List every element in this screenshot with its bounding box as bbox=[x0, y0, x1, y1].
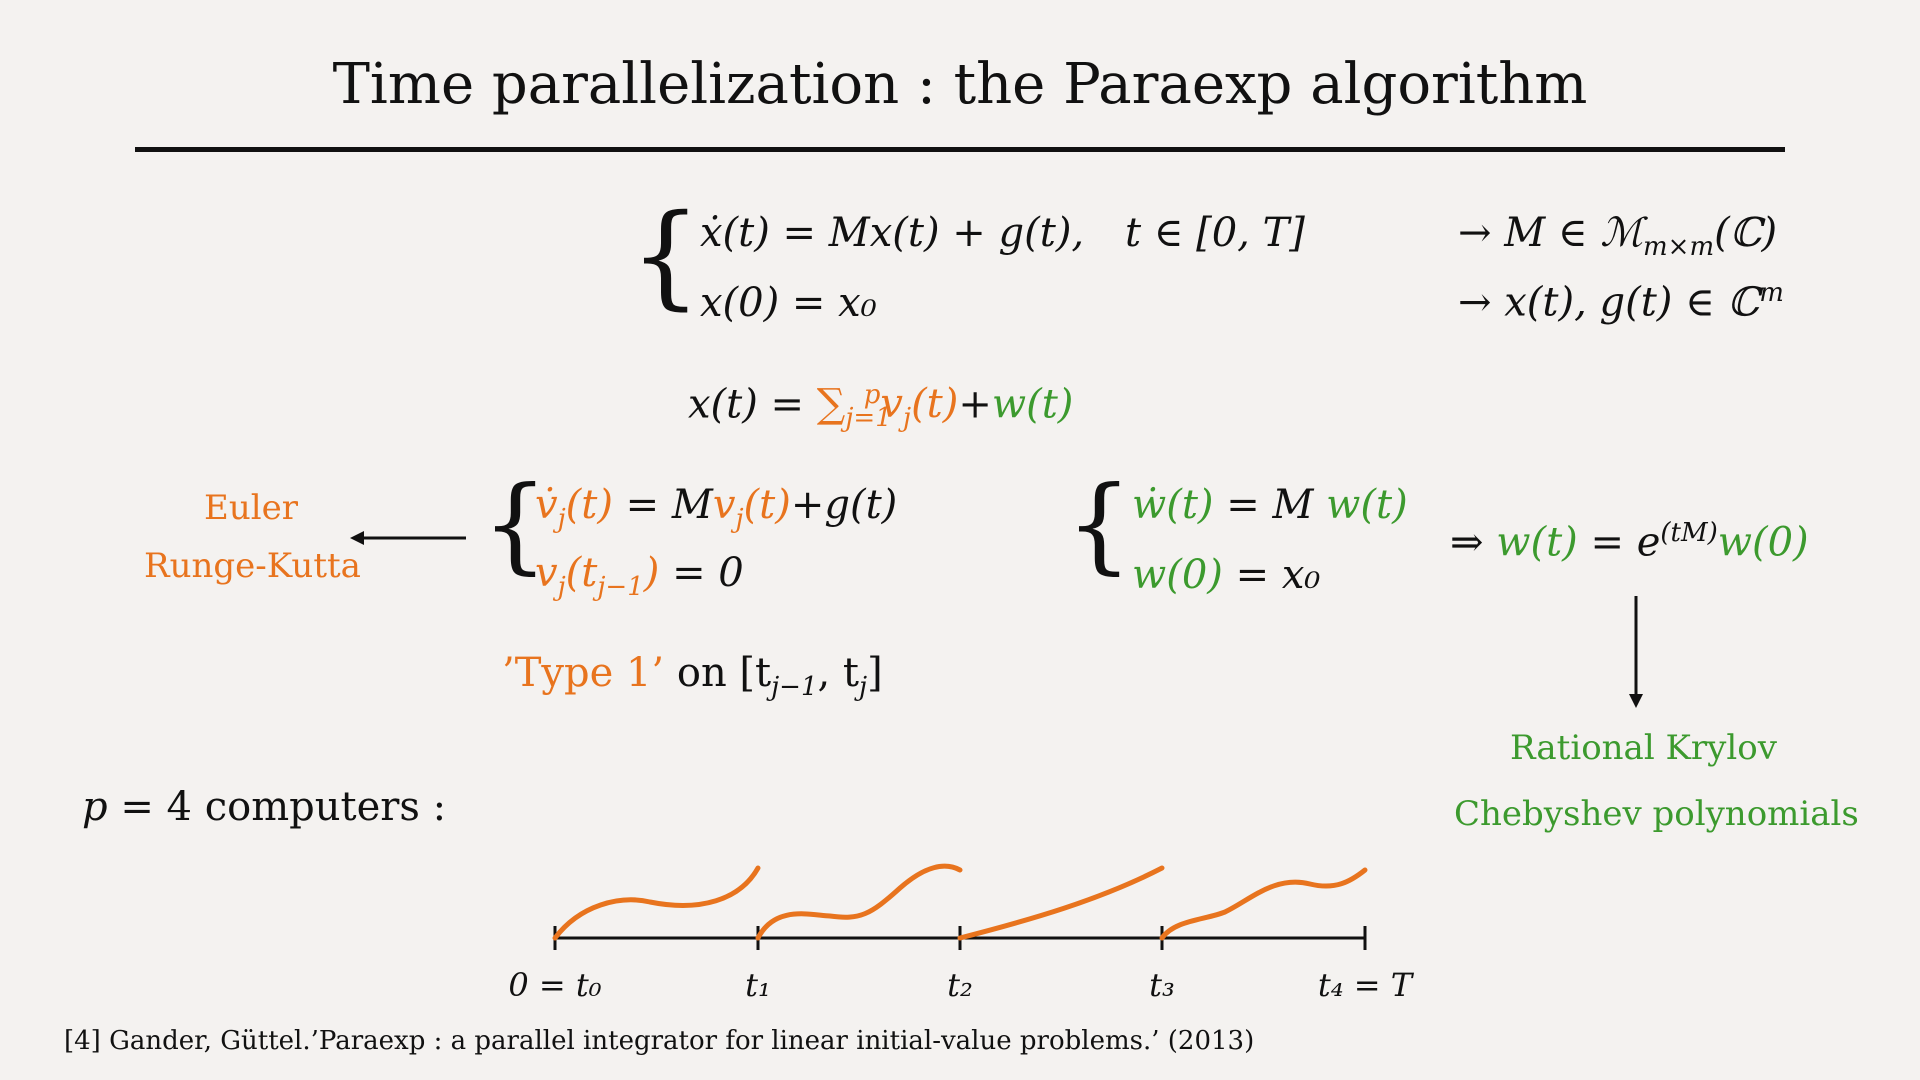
system-brace: { bbox=[630, 191, 702, 321]
type1-label: ’Type 1’ on [tj−1, tj] bbox=[502, 650, 883, 702]
system-line2: x(0) = x₀ bbox=[700, 280, 877, 326]
timeline-diagram: 0 = t₀ t₁ t₂ t₃ t₄ = T bbox=[508, 863, 1415, 1004]
type1-line1: v̇j(t) = Mvj(t)+g(t) bbox=[535, 482, 898, 534]
note-matrix: → M ∈ ℳm×m(ℂ) bbox=[1458, 210, 1778, 262]
system-line1: ẋ(t) = Mx(t) + g(t), bbox=[700, 210, 1085, 256]
segment-curve-3 bbox=[957, 865, 1165, 941]
type2-line1: ẇ(t) = M w(t) bbox=[1132, 482, 1408, 528]
type2-line2: w(0) = x₀ bbox=[1132, 552, 1321, 598]
timeline-tick-label: t₄ = T bbox=[1318, 966, 1415, 1004]
system-domain: t ∈ [0, T] bbox=[1125, 210, 1305, 256]
decomposition-w: w(t) bbox=[991, 381, 1074, 428]
segment-curve-2 bbox=[755, 863, 963, 941]
decomposition-equation: x(t) = ∑j=1pvj(t)+w(t) bbox=[688, 380, 1074, 434]
reference-citation: [4] Gander, Güttel.’Paraexp : a parallel… bbox=[64, 1026, 1255, 1056]
type2-brace: { bbox=[1066, 463, 1133, 585]
method-runge-kutta: Runge-Kutta bbox=[144, 546, 361, 586]
solution-formula: ⇒ w(t) = e(tM)w(0) bbox=[1450, 518, 1809, 566]
type1-brace: { bbox=[482, 463, 549, 585]
method-chebyshev: Chebyshev polynomials bbox=[1454, 794, 1859, 834]
segment-curve-1 bbox=[552, 865, 761, 941]
note-vectors: → x(t), g(t) ∈ ℂm bbox=[1458, 278, 1784, 326]
decomposition-sum: ∑j=1pvj(t) bbox=[816, 380, 959, 434]
method-euler: Euler bbox=[204, 488, 298, 528]
timeline-tick-label: t₂ bbox=[947, 966, 973, 1004]
timeline-tick-label: t₁ bbox=[745, 966, 771, 1004]
slide-title: Time parallelization : the Paraexp algor… bbox=[332, 52, 1588, 117]
decomposition-lhs: x(t) = bbox=[688, 381, 805, 428]
type1-line2: vj(tj−1) = 0 bbox=[535, 550, 744, 602]
computers-label: p = 4 computers : bbox=[82, 784, 447, 830]
segment-curve-4 bbox=[1159, 867, 1368, 941]
timeline-tick-label: 0 = t₀ bbox=[508, 966, 601, 1004]
timeline-tick-label: t₃ bbox=[1149, 966, 1175, 1004]
title-rule bbox=[135, 147, 1785, 152]
method-rational-krylov: Rational Krylov bbox=[1510, 728, 1777, 768]
left-arrow-icon bbox=[350, 531, 466, 545]
down-arrow-icon bbox=[1629, 596, 1643, 708]
